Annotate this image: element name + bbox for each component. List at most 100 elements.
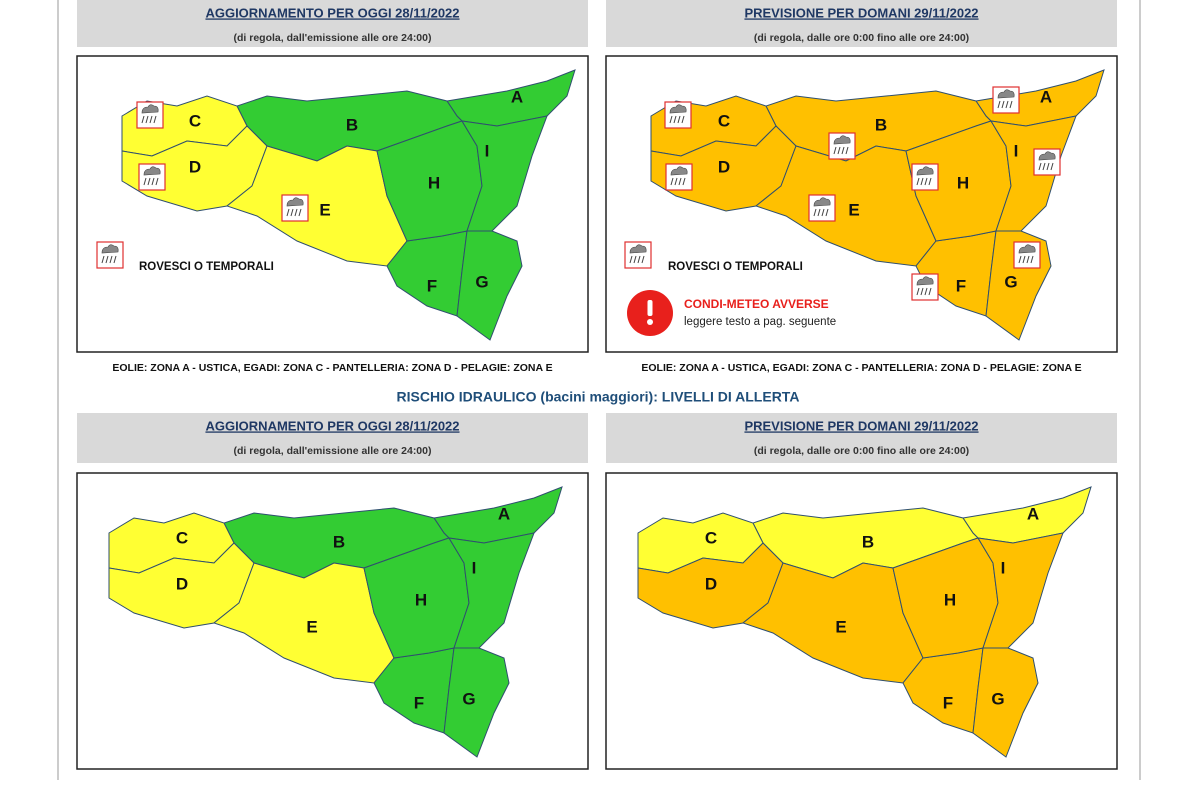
storm-icon xyxy=(624,241,652,269)
zone-label: F xyxy=(414,693,424,712)
zone-label: B xyxy=(875,115,887,134)
panel-title: AGGIORNAMENTO PER OGGI 28/11/2022 xyxy=(205,418,459,433)
storm-cloud xyxy=(143,166,161,176)
panel-subtitle: (di regola, dall'emissione alle ore 24:0… xyxy=(234,445,432,457)
zone-label: E xyxy=(319,200,330,219)
zone xyxy=(448,532,535,649)
panel: AGGIORNAMENTO PER OGGI 28/11/2022 (di reg… xyxy=(76,0,589,374)
zone-label: E xyxy=(848,200,859,219)
storm-rain xyxy=(916,287,932,296)
storm-cloud xyxy=(916,166,934,176)
zone-label: G xyxy=(991,689,1004,708)
storm-rain xyxy=(813,208,829,217)
panel-header xyxy=(606,413,1117,463)
zone-label: A xyxy=(498,504,510,523)
map-overlay: ROVESCI O TEMPORALI xyxy=(96,101,309,273)
storm-rain xyxy=(1038,162,1054,171)
zone-label: H xyxy=(957,173,969,192)
zone-label: B xyxy=(862,532,874,551)
storm-cloud xyxy=(916,276,934,286)
panel: AGGIORNAMENTO PER OGGI 28/11/2022 (di reg… xyxy=(76,413,589,770)
zone-label: E xyxy=(835,617,846,636)
zone-label: A xyxy=(511,87,523,106)
storm-cloud xyxy=(669,104,687,114)
zone xyxy=(972,647,1039,758)
panel-header xyxy=(77,413,588,463)
zone-label: A xyxy=(1040,87,1052,106)
storm-cloud xyxy=(141,104,159,114)
zone-label: F xyxy=(956,276,966,295)
map-overlay: ROVESCI O TEMPORALI CONDI-METEO AVVERSE le… xyxy=(624,86,1061,336)
panel-subtitle: (di regola, dalle ore 0:00 fino alle ore… xyxy=(754,32,969,44)
zone xyxy=(461,115,548,232)
panel: PREVISIONE PER DOMANI 29/11/2022 (di rego… xyxy=(605,0,1118,374)
zone-label: B xyxy=(333,532,345,551)
zone-label: I xyxy=(485,141,490,160)
zone xyxy=(443,647,510,758)
panel-header xyxy=(77,0,588,47)
panel-title: AGGIORNAMENTO PER OGGI 28/11/2022 xyxy=(205,5,459,20)
zone-label: C xyxy=(189,111,201,130)
zone-label: D xyxy=(176,574,188,593)
section-title: RISCHIO IDRAULICO (bacini maggiori): LIV… xyxy=(397,389,800,405)
zone-label: C xyxy=(705,528,717,547)
zone-label: H xyxy=(415,590,427,609)
zone-label: C xyxy=(176,528,188,547)
zone-label: G xyxy=(475,272,488,291)
storm-cloud xyxy=(813,197,831,207)
storm-cloud xyxy=(101,244,119,254)
storm-rain xyxy=(669,115,685,124)
storm-cloud xyxy=(670,166,688,176)
storm-rain xyxy=(1018,255,1034,264)
zone-label: F xyxy=(943,693,953,712)
storm-rain xyxy=(916,177,932,186)
zone-label: I xyxy=(472,558,477,577)
zone xyxy=(977,532,1064,649)
zone-label: A xyxy=(1027,504,1039,523)
zone-label: B xyxy=(346,115,358,134)
storm-rain xyxy=(670,177,686,186)
alert-dot xyxy=(647,319,653,325)
storm-cloud xyxy=(629,244,647,254)
panel: PREVISIONE PER DOMANI 29/11/2022 (di rego… xyxy=(605,413,1118,770)
legend-label: ROVESCI O TEMPORALI xyxy=(668,261,803,273)
panel-header xyxy=(606,0,1117,47)
storm-rain xyxy=(833,146,849,155)
panel-title: PREVISIONE PER DOMANI 29/11/2022 xyxy=(744,5,978,20)
storm-cloud xyxy=(1018,244,1036,254)
storm-rain xyxy=(141,115,157,124)
storm-rain xyxy=(629,255,645,264)
panel-caption: EOLIE: ZONA A - USTICA, EGADI: ZONA C - … xyxy=(112,362,552,374)
storm-rain xyxy=(101,255,117,264)
map: A B C D E F G H I xyxy=(637,486,1092,758)
zone-label: C xyxy=(718,111,730,130)
zone-label: D xyxy=(718,157,730,176)
zone-label: H xyxy=(944,590,956,609)
storm-cloud xyxy=(833,135,851,145)
zone-label: G xyxy=(1004,272,1017,291)
zone-label: F xyxy=(427,276,437,295)
zone-label: I xyxy=(1014,141,1019,160)
storm-cloud xyxy=(997,89,1015,99)
zone-label: G xyxy=(462,689,475,708)
panel-title: PREVISIONE PER DOMANI 29/11/2022 xyxy=(744,418,978,433)
storm-rain xyxy=(143,177,159,186)
map: A B C D E F G H I xyxy=(108,486,563,758)
zone-label: D xyxy=(705,574,717,593)
zone-label: E xyxy=(306,617,317,636)
legend-label: ROVESCI O TEMPORALI xyxy=(139,261,274,273)
panel-subtitle: (di regola, dall'emissione alle ore 24:0… xyxy=(234,32,432,44)
zone-label: I xyxy=(1001,558,1006,577)
storm-cloud xyxy=(1038,151,1056,161)
panel-caption: EOLIE: ZONA A - USTICA, EGADI: ZONA C - … xyxy=(641,362,1081,374)
storm-rain xyxy=(286,208,302,217)
zone xyxy=(456,230,523,341)
alert-mark xyxy=(647,300,653,316)
zone-label: H xyxy=(428,173,440,192)
panel-subtitle: (di regola, dalle ore 0:00 fino alle ore… xyxy=(754,445,969,457)
zone-label: D xyxy=(189,157,201,176)
storm-rain xyxy=(997,100,1013,109)
alert-text: leggere testo a pag. seguente xyxy=(684,316,836,328)
alert-title: CONDI-METEO AVVERSE xyxy=(684,297,829,311)
